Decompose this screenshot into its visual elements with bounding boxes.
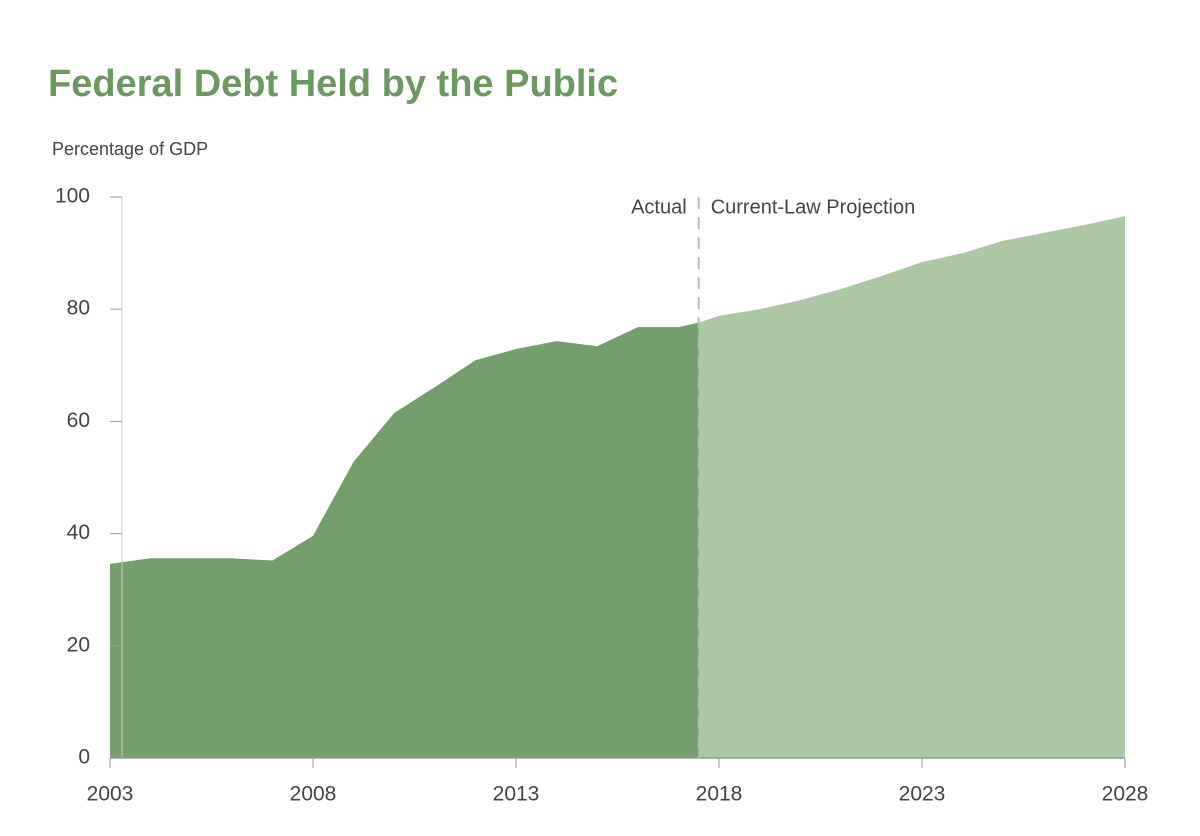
series-label: Current-Law Projection — [711, 196, 916, 218]
y-tick-label: 60 — [67, 409, 90, 432]
y-tick-label: 80 — [67, 297, 90, 320]
x-tick-label: 2013 — [493, 783, 540, 806]
y-axis-label: Percentage of GDP — [52, 139, 208, 159]
area — [110, 322, 699, 758]
x-tick-label: 2018 — [696, 783, 743, 806]
x-tick-label: 2023 — [899, 783, 946, 806]
series-label: Actual — [631, 196, 687, 218]
x-tick-label: 2008 — [290, 783, 337, 806]
y-tick-label: 100 — [55, 185, 90, 208]
x-tick-label: 2003 — [87, 783, 134, 806]
y-tick-label: 40 — [67, 521, 90, 544]
y-tick-label: 0 — [78, 746, 90, 769]
area — [698, 216, 1125, 759]
chart-title: Federal Debt Held by the Public — [48, 63, 618, 105]
x-tick-label: 2028 — [1102, 783, 1149, 806]
y-tick-label: 20 — [67, 633, 90, 656]
